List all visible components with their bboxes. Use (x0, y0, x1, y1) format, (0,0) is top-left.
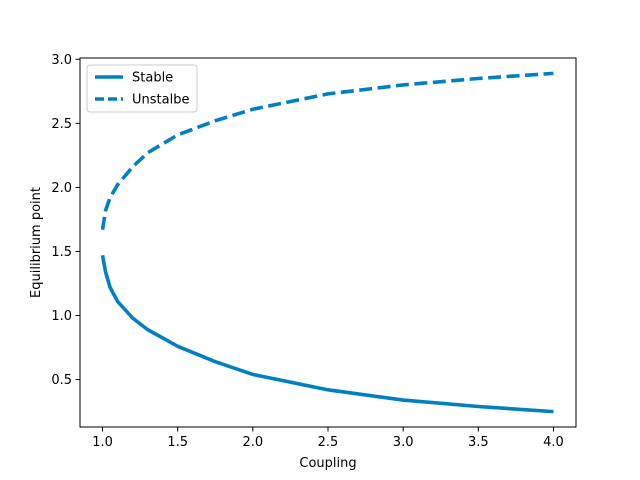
legend-label-unstable: Unstalbe (132, 93, 189, 108)
x-tick-label: 2.5 (318, 435, 339, 450)
series-line-stable (100, 254, 554, 414)
y-tick-label: 1.0 (51, 309, 72, 324)
legend-label-stable: Stable (132, 71, 173, 86)
x-tick-label: 3.5 (468, 435, 489, 450)
y-tick-label: 1.5 (51, 245, 72, 260)
legend: Stable Unstalbe (86, 64, 198, 113)
y-tick-label: 3.0 (51, 53, 72, 68)
y-tick-label: 2.5 (51, 117, 72, 132)
x-tick-label: 1.0 (92, 435, 113, 450)
x-tick-label: 4.0 (543, 435, 564, 450)
plot-frame (79, 57, 577, 428)
axes-layer: 1.0 1.5 2.0 2.5 3.0 3.5 4.0 0.5 1.0 1.5 2.0 2.5 3.0 (51, 53, 577, 450)
x-tick-label: 1.5 (167, 435, 188, 450)
y-tick-label: 0.5 (51, 373, 72, 388)
series-line-unstable (100, 71, 554, 230)
x-tick-label: 2.0 (243, 435, 264, 450)
labels-layer: Coupling Equilibrium point (29, 187, 357, 471)
y-axis-title: Equilibrium point (29, 187, 44, 298)
y-tick-label: 2.0 (51, 181, 72, 196)
x-tick-label: 3.0 (393, 435, 414, 450)
plot-layer (100, 71, 554, 414)
x-axis-title: Coupling (299, 456, 356, 471)
